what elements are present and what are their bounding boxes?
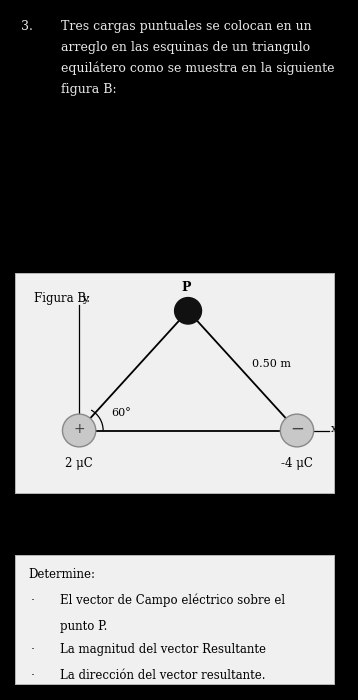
- Text: punto P.: punto P.: [60, 620, 107, 633]
- Text: La magnitud del vector Resultante: La magnitud del vector Resultante: [60, 643, 266, 656]
- Text: 2 μC: 2 μC: [65, 457, 93, 470]
- Text: +: +: [73, 422, 85, 436]
- Text: 0.50 m: 0.50 m: [252, 359, 291, 370]
- Text: ·: ·: [31, 669, 35, 682]
- FancyBboxPatch shape: [15, 555, 335, 685]
- Text: −: −: [290, 420, 304, 438]
- FancyBboxPatch shape: [15, 273, 335, 494]
- Text: Tres cargas puntuales se colocan en un
arreglo en las esquinas de un triangulo
e: Tres cargas puntuales se colocan en un a…: [61, 20, 334, 95]
- Text: El vector de Campo eléctrico sobre el: El vector de Campo eléctrico sobre el: [60, 594, 285, 608]
- Text: La dirección del vector resultante.: La dirección del vector resultante.: [60, 669, 265, 682]
- Circle shape: [280, 414, 314, 447]
- Text: ·: ·: [31, 643, 35, 656]
- Circle shape: [62, 414, 96, 447]
- Circle shape: [175, 298, 202, 324]
- Text: 60°: 60°: [111, 408, 131, 418]
- Text: Figura B:: Figura B:: [34, 292, 90, 305]
- Text: x: x: [331, 424, 337, 434]
- Text: -4 μC: -4 μC: [281, 457, 313, 470]
- Text: ·: ·: [31, 594, 35, 607]
- Text: Determine:: Determine:: [28, 568, 95, 581]
- Text: P: P: [182, 281, 191, 295]
- Text: y: y: [82, 295, 88, 304]
- Text: 3.: 3.: [21, 20, 33, 33]
